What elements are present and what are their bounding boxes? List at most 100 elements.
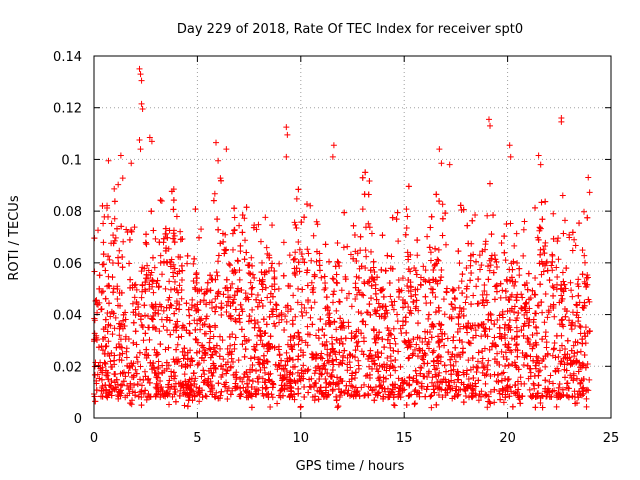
data-point [460, 312, 467, 319]
data-point [92, 398, 99, 405]
data-point [391, 335, 398, 342]
data-point [486, 346, 493, 353]
data-point [406, 373, 413, 380]
data-point [139, 281, 146, 288]
data-point [127, 400, 134, 407]
data-point [311, 299, 318, 306]
data-point [540, 268, 547, 275]
data-point [166, 294, 173, 301]
data-point [459, 271, 466, 278]
data-point [171, 386, 178, 393]
data-point [100, 251, 107, 258]
data-point [271, 286, 278, 293]
data-point [331, 288, 338, 295]
data-point [291, 219, 298, 226]
data-point [231, 205, 238, 212]
data-point [160, 307, 167, 314]
data-point [312, 380, 319, 387]
data-point [465, 375, 472, 382]
data-point [432, 261, 439, 268]
data-point [424, 383, 431, 390]
data-point [95, 344, 102, 351]
data-point [491, 386, 498, 393]
data-point [393, 216, 400, 223]
data-point [582, 333, 589, 340]
data-point [525, 270, 532, 277]
data-point [283, 318, 290, 325]
data-point [460, 345, 467, 352]
data-point [510, 390, 517, 397]
data-point [506, 142, 513, 149]
data-point [98, 376, 105, 383]
data-point [124, 382, 131, 389]
data-point [436, 320, 443, 327]
data-point [273, 306, 280, 313]
data-point [335, 259, 342, 266]
data-point [196, 398, 203, 405]
data-point [562, 313, 569, 320]
data-point [333, 271, 340, 278]
data-point [338, 287, 345, 294]
data-point [435, 338, 442, 345]
data-point [573, 312, 580, 319]
data-point [513, 324, 520, 331]
data-point [131, 224, 138, 231]
data-point [288, 385, 295, 392]
data-point [562, 285, 569, 292]
data-point [352, 347, 359, 354]
data-point [417, 281, 424, 288]
data-point [111, 198, 118, 205]
data-point [121, 369, 128, 376]
data-point [335, 379, 342, 386]
data-point [332, 263, 339, 270]
data-point [214, 293, 221, 300]
data-point [470, 334, 477, 341]
data-point [487, 388, 494, 395]
data-point [200, 367, 207, 374]
data-point [388, 331, 395, 338]
data-point [407, 307, 414, 314]
data-point [441, 311, 448, 318]
data-point [465, 240, 472, 247]
data-point [436, 343, 443, 350]
data-point [223, 309, 230, 316]
data-point [128, 228, 135, 235]
data-point [497, 280, 504, 287]
data-point [257, 332, 264, 339]
data-point [431, 389, 438, 396]
data-point [293, 224, 300, 231]
data-point [357, 233, 364, 240]
data-point [292, 313, 299, 320]
data-point [454, 328, 461, 335]
data-point [247, 392, 254, 399]
data-point [225, 294, 232, 301]
data-point [404, 249, 411, 256]
data-point [433, 191, 440, 198]
data-point [579, 271, 586, 278]
data-point [561, 217, 568, 224]
data-point [307, 314, 314, 321]
data-point [173, 305, 180, 312]
data-point [413, 271, 420, 278]
data-point [109, 274, 116, 281]
data-point [102, 316, 109, 323]
data-point [482, 391, 489, 398]
data-point [394, 311, 401, 318]
data-point [376, 329, 383, 336]
data-point [165, 381, 172, 388]
x-tick-label: 10 [293, 431, 310, 446]
data-point [118, 321, 125, 328]
data-point [169, 393, 176, 400]
data-point [199, 322, 206, 329]
data-point [160, 235, 167, 242]
data-point [537, 281, 544, 288]
data-point [372, 290, 379, 297]
data-point [295, 239, 302, 246]
data-point [131, 382, 138, 389]
data-point [555, 235, 562, 242]
data-point [385, 327, 392, 334]
x-tick-label: 25 [603, 431, 620, 446]
data-point [252, 347, 259, 354]
data-point [302, 368, 309, 375]
data-point [251, 386, 258, 393]
